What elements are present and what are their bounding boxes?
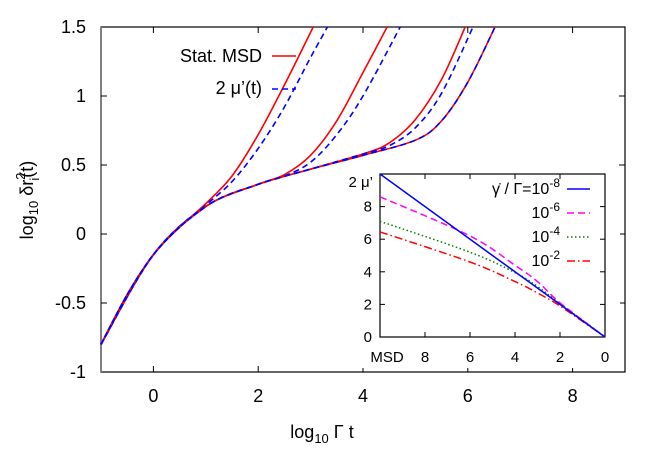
inset-legend: γ̇ / Γ=10-810-610-410-2 [492, 176, 590, 270]
inset-x-tick-label: 4 [511, 349, 519, 366]
inset-plot: 8 6 4 2 0 0 2 4 6 8 2 μ’ MSD γ̇ / Γ=10-810-610-41… [340, 168, 620, 368]
curve-trunk-overlay [100, 205, 207, 345]
y-tick-label: 1.5 [61, 17, 86, 37]
inset-x-tick-label: 2 [556, 349, 564, 366]
x-tick-label: 8 [568, 386, 578, 406]
x-tick-label: 0 [148, 386, 158, 406]
main-curves [100, 26, 496, 345]
curve-trunk [100, 205, 207, 345]
main-x-axis-label: log10 Γ t [290, 422, 353, 446]
inset-legend-label: 10-6 [532, 200, 561, 222]
inset-x-tick-label: 0 [601, 349, 609, 366]
inset-x-tick-label: 6 [466, 349, 474, 366]
y-tick-label: 1 [76, 86, 86, 106]
inset-curve [379, 173, 606, 338]
curve [100, 26, 329, 345]
y-tick-label: 0 [76, 224, 86, 244]
inset-y-tick-label: 6 [364, 231, 372, 248]
inset-x-axis-label: MSD [370, 349, 404, 366]
inset-y-tick-label: 2 [364, 296, 372, 313]
inset-y-tick-label: 0 [364, 329, 372, 346]
legend-label-2mu: 2 μ’(t) [216, 78, 262, 98]
inset-curve [379, 196, 606, 338]
y-tick-label: -0.5 [55, 293, 86, 313]
legend-label-stat-msd: Stat. MSD [180, 46, 262, 66]
inset-curves [379, 173, 606, 338]
x-tick-label: 4 [358, 386, 368, 406]
inset-legend-label: γ̇ / Γ=10-8 [492, 176, 560, 198]
inset-frame [379, 173, 606, 338]
y-tick-label: -1 [70, 362, 86, 382]
inset-y-axis-label: 2 μ’ [349, 174, 374, 191]
inset-ticks: 8 6 4 2 0 0 2 4 6 8 [364, 174, 609, 366]
curve [100, 26, 314, 345]
inset-background [340, 168, 620, 368]
main-plot: 0 2 4 6 8 -1 -0.5 0 0.5 1 1.5 Stat. MSD 2 μ’(t) lo… [13, 17, 626, 446]
inset-x-tick-label: 8 [421, 349, 429, 366]
x-tick-label: 2 [253, 386, 263, 406]
main-y-axis-label: log10 δr2i(t) [13, 161, 42, 240]
inset-curve [379, 231, 606, 338]
inset-legend-label: 10-2 [532, 248, 561, 270]
main-legend: Stat. MSD 2 μ’(t) [180, 46, 296, 98]
y-tick-label: 0.5 [61, 155, 86, 175]
x-tick-label: 6 [463, 386, 473, 406]
curve-overlay [100, 26, 496, 345]
inset-legend-label: 10-4 [532, 224, 561, 246]
inset-y-tick-label: 8 [364, 199, 372, 216]
inset-y-tick-label: 4 [364, 264, 372, 281]
